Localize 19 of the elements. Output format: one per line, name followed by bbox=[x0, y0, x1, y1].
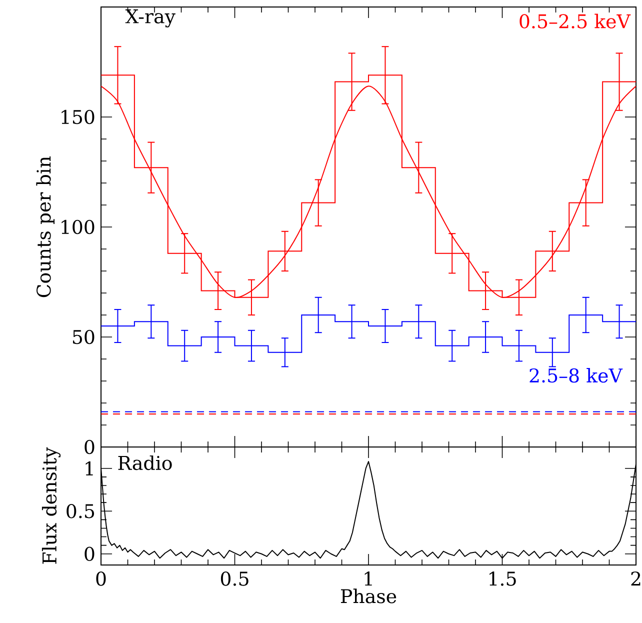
y-tick-label: 100 bbox=[62, 220, 94, 234]
y-axis-title: Flux density bbox=[42, 447, 61, 564]
x-axis-title: Phase bbox=[340, 588, 396, 604]
x-tick-label: 1 bbox=[364, 572, 372, 586]
series-label: 2.5–8 keV bbox=[530, 368, 623, 383]
y-tick-label: 0.5 bbox=[66, 504, 94, 518]
y-tick-label: 0 bbox=[84, 546, 94, 562]
x-tick-label: 0.5 bbox=[220, 572, 248, 586]
y-tick-label: 150 bbox=[62, 110, 94, 124]
x-tick-label: 1.5 bbox=[490, 572, 516, 586]
text: 0.5–2.5 keV bbox=[520, 14, 631, 28]
x-tick-label: 0 bbox=[96, 572, 106, 586]
y-tick-label: 50 bbox=[73, 330, 94, 344]
y-axis-title: Counts per bin bbox=[36, 156, 55, 298]
y-tick-label: 1 bbox=[86, 461, 93, 476]
annotation: Radio bbox=[118, 455, 172, 470]
annotation: X-ray bbox=[125, 9, 176, 28]
y-tick-label: 0 bbox=[84, 440, 94, 454]
x-tick-label: 2 bbox=[631, 572, 640, 586]
